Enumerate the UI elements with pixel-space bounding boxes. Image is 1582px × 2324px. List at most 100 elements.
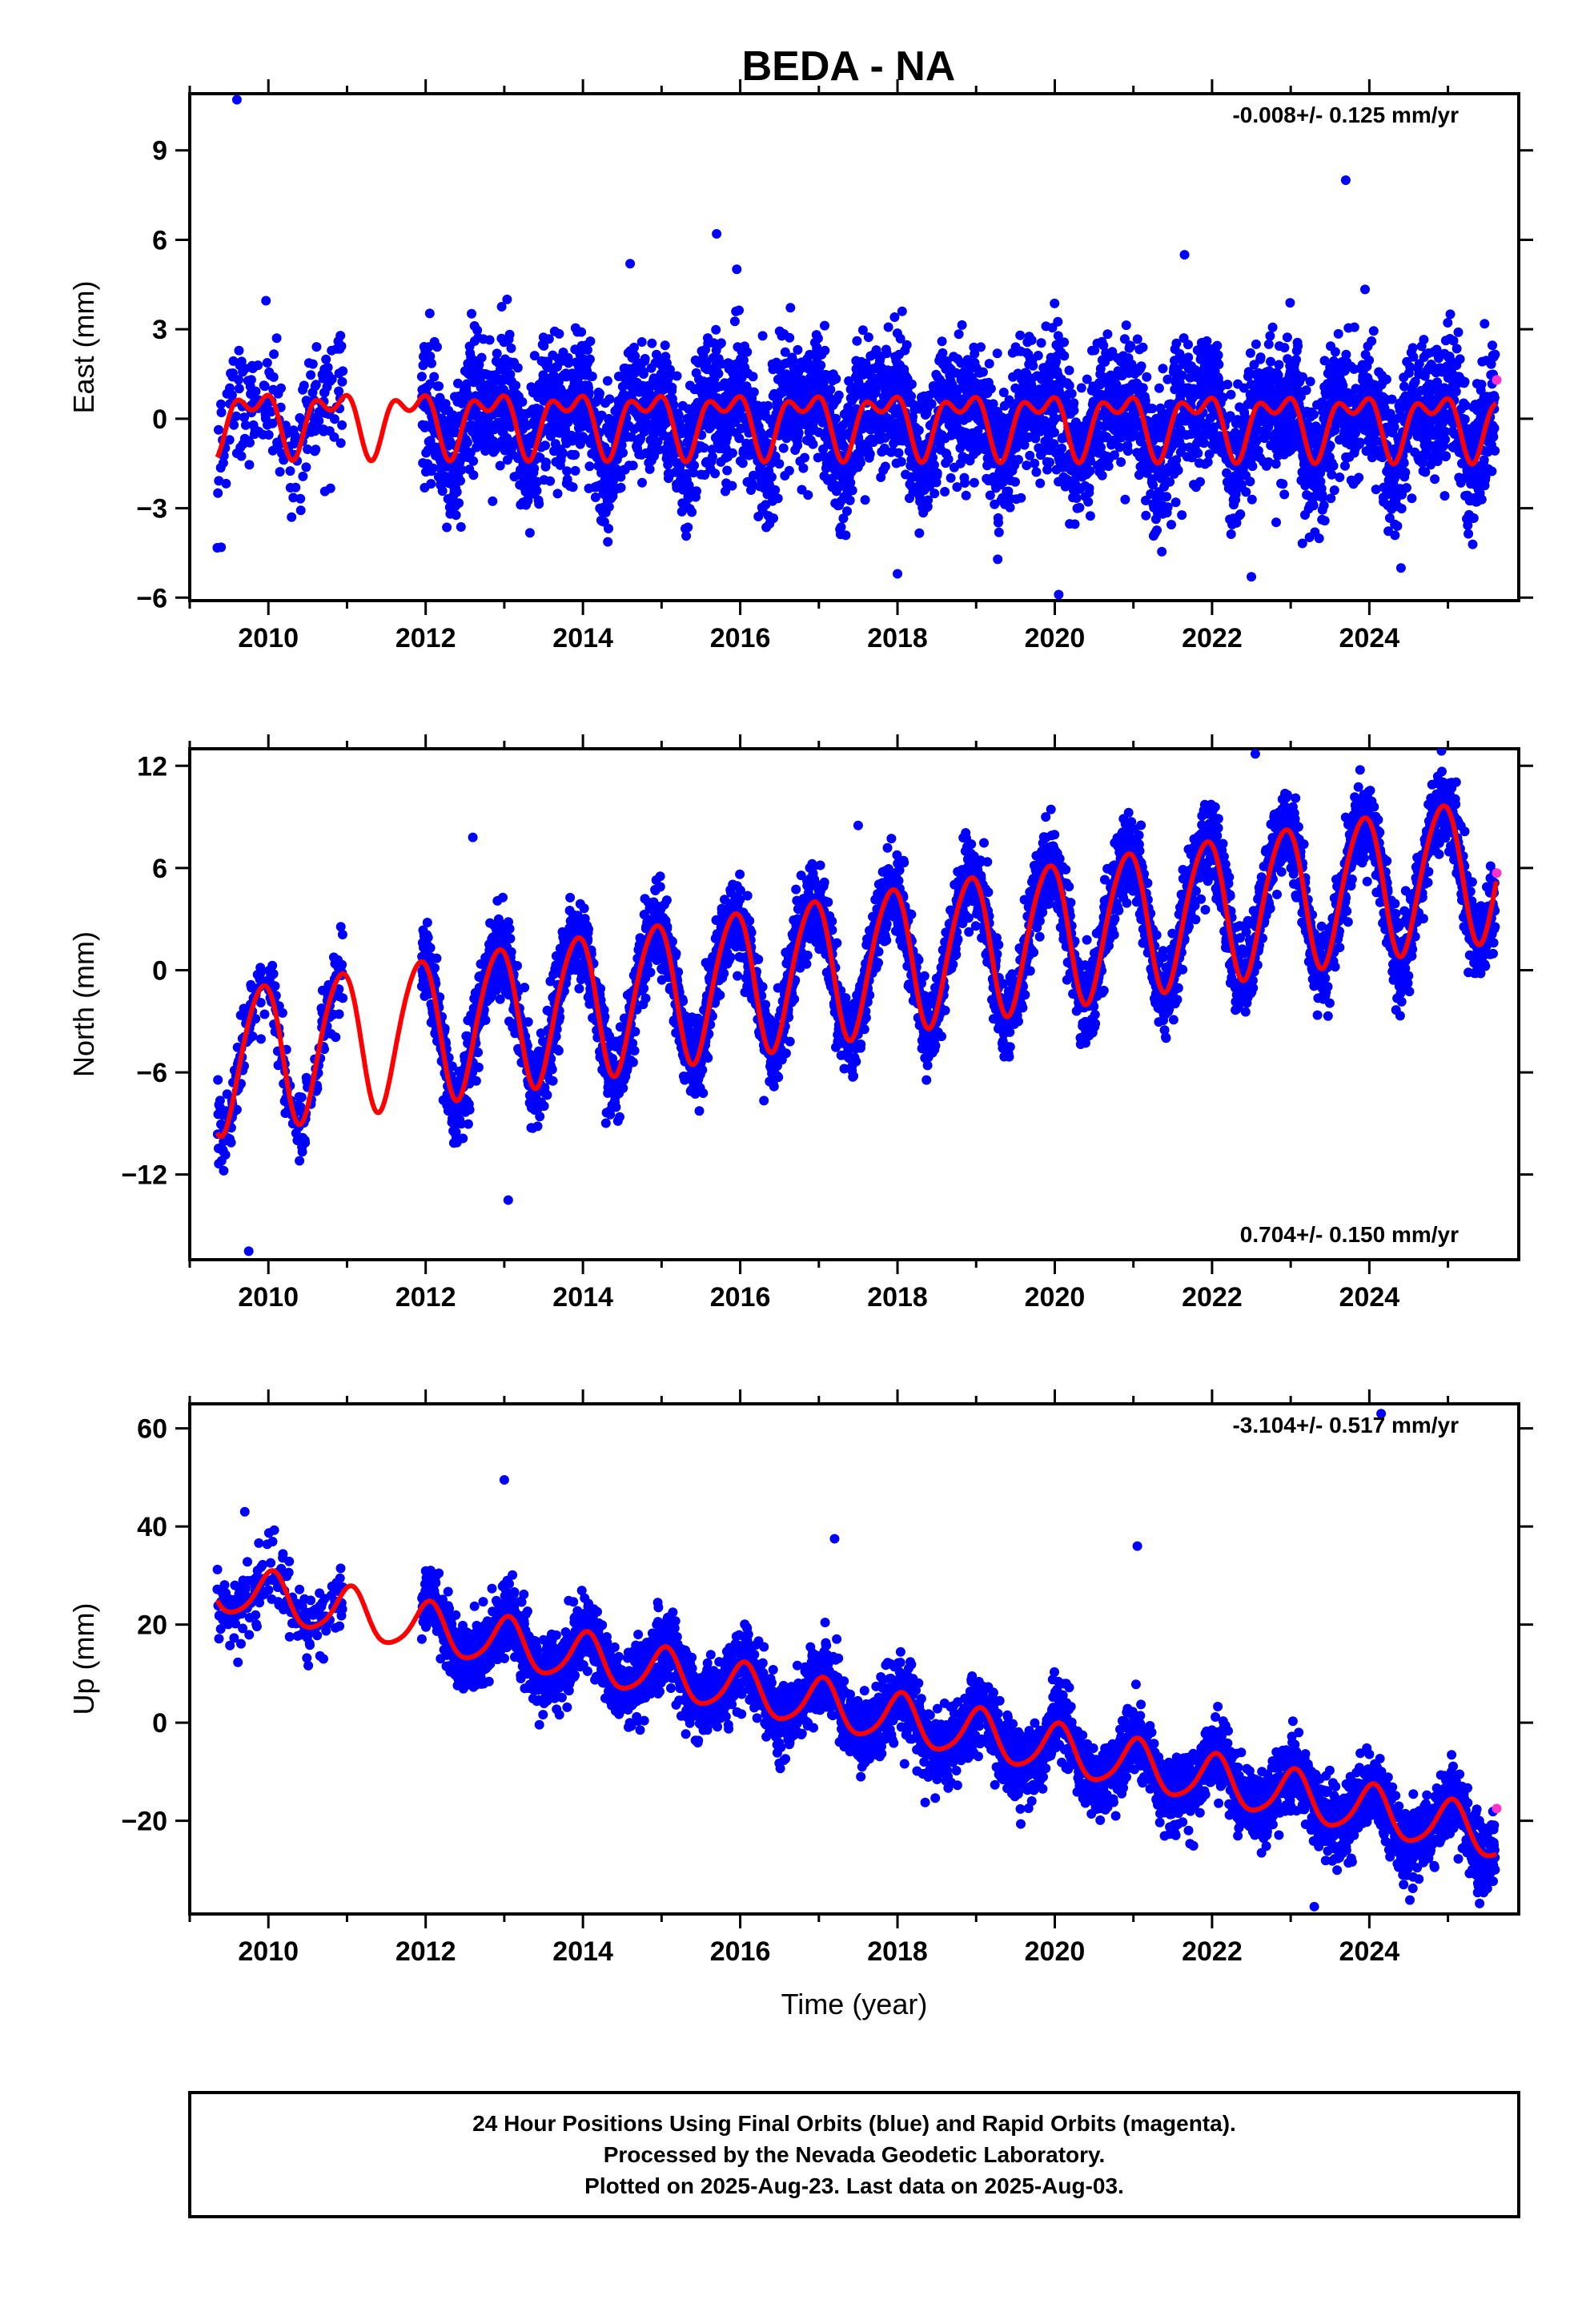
final-orbit-point [1340, 460, 1350, 471]
final-orbit-points [212, 94, 1500, 600]
final-orbit-point [544, 362, 553, 372]
final-orbit-point [442, 522, 452, 533]
final-orbit-point [770, 452, 781, 462]
final-orbit-point [1319, 516, 1330, 526]
final-orbit-point [253, 360, 263, 371]
final-orbit-point [993, 554, 1003, 565]
final-orbit-point [1430, 474, 1440, 485]
final-orbit-point [529, 351, 540, 361]
final-orbit-point [973, 425, 983, 436]
final-orbit-point [472, 325, 483, 336]
final-orbit-point [279, 455, 289, 465]
final-orbit-point [1057, 443, 1067, 453]
final-orbit-point [687, 507, 697, 517]
final-orbit-point [618, 448, 628, 458]
final-orbit-point [1050, 298, 1060, 308]
final-orbit-point [428, 463, 438, 473]
final-orbit-point [637, 477, 647, 488]
final-orbit-point [246, 375, 256, 385]
final-orbit-point [484, 335, 495, 345]
final-orbit-point [492, 348, 502, 359]
final-orbit-point [785, 332, 795, 343]
final-orbit-point [552, 489, 563, 499]
final-orbit-point [946, 472, 956, 483]
final-orbit-point [456, 522, 466, 532]
final-orbit-point [1400, 467, 1411, 477]
final-orbit-point [425, 379, 436, 389]
final-orbit-point [881, 348, 892, 359]
final-orbit-point [778, 443, 789, 453]
final-orbit-point [757, 331, 768, 341]
final-orbit-point [1064, 380, 1074, 391]
final-orbit-point [914, 528, 925, 538]
final-orbit-point [287, 512, 297, 522]
final-orbit-point [652, 436, 663, 447]
final-orbit-point [291, 431, 300, 441]
final-orbit-point [893, 448, 904, 458]
final-orbit-point [798, 463, 809, 473]
final-orbit-point [780, 347, 790, 357]
final-orbit-point [1265, 331, 1275, 341]
final-orbit-point [1036, 338, 1046, 348]
final-orbit-point [1419, 335, 1429, 345]
final-orbit-point [434, 381, 444, 392]
final-orbit-point [1069, 405, 1079, 416]
final-orbit-point [303, 444, 313, 454]
final-orbit-point [1116, 457, 1126, 467]
final-orbit-point [906, 379, 917, 389]
final-orbit-point [511, 380, 521, 391]
final-orbit-point [335, 438, 346, 448]
final-orbit-point [564, 358, 573, 368]
figure-title: BEDA - NA [742, 43, 956, 90]
final-orbit-point [727, 480, 737, 491]
final-orbit-point [1183, 340, 1193, 350]
final-orbit-point [337, 376, 347, 387]
final-orbit-point [234, 375, 243, 385]
final-orbit-point [842, 506, 852, 517]
final-orbit-point [301, 462, 311, 472]
final-orbit-point [1010, 476, 1020, 487]
final-orbit-point [228, 368, 238, 378]
final-orbit-point [540, 440, 550, 451]
y-tick-label: 9 [152, 136, 167, 167]
final-orbit-point [839, 441, 849, 452]
final-orbit-point [568, 482, 578, 493]
final-orbit-point [1279, 489, 1290, 500]
plot-frame [188, 92, 1520, 602]
final-orbit-point [855, 457, 865, 468]
x-tick-label: 2012 [396, 623, 456, 653]
final-orbit-point [789, 356, 798, 366]
final-orbit-point [1282, 332, 1292, 343]
final-orbit-point [468, 456, 479, 466]
final-orbit-point [218, 458, 228, 468]
final-orbit-point [985, 490, 995, 501]
final-orbit-point [467, 308, 476, 319]
final-orbit-point [1271, 459, 1281, 469]
final-orbit-point [803, 490, 813, 501]
final-orbit-point [1074, 502, 1085, 513]
final-orbit-point [299, 380, 309, 391]
final-orbit-point [532, 485, 542, 496]
final-orbit-point [683, 522, 693, 533]
final-orbit-point [923, 495, 934, 505]
final-orbit-point [1387, 394, 1397, 404]
final-orbit-point [1158, 364, 1168, 374]
final-orbit-point [857, 325, 868, 336]
final-orbit-point [1195, 476, 1205, 487]
final-orbit-point [1355, 437, 1365, 448]
final-orbit-point [495, 460, 505, 471]
final-orbit-point [1305, 376, 1315, 387]
final-orbit-point [793, 440, 803, 451]
final-orbit-point [524, 528, 535, 538]
final-orbit-point [616, 482, 626, 493]
final-orbit-point [1170, 497, 1181, 508]
final-orbit-point [1241, 487, 1251, 497]
final-orbit-point [517, 396, 528, 407]
final-orbit-point [311, 380, 321, 390]
final-orbit-point [845, 477, 856, 488]
y-tick-label: −3 [136, 494, 167, 525]
y-tick-label: 3 [152, 315, 167, 345]
final-orbit-point [437, 486, 448, 497]
final-orbit-point [1407, 493, 1417, 504]
final-orbit-point [820, 320, 829, 331]
